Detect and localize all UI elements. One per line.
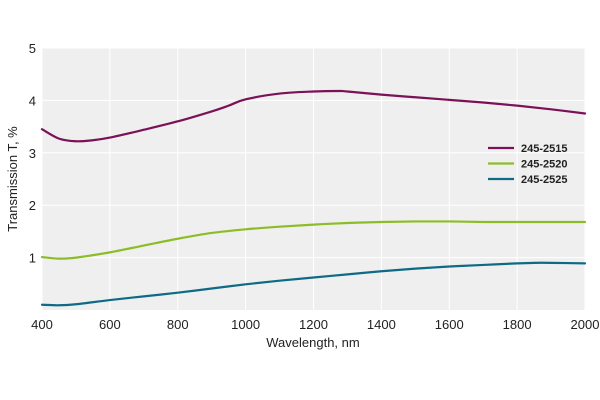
x-tick-label: 1800: [503, 317, 532, 332]
grid-lines: [41, 47, 586, 310]
x-tick-label: 400: [31, 317, 53, 332]
legend: 245-2515 245-2520 245-2525: [488, 143, 568, 186]
x-tick-label: 1400: [367, 317, 396, 332]
y-tick-label: 1: [29, 251, 36, 266]
x-tick-label: 2000: [571, 317, 600, 332]
legend-label: 245-2515: [521, 143, 568, 155]
y-tick-label: 3: [29, 146, 36, 161]
series-line-245-2525: [40, 261, 587, 307]
tick-labels: 400 600 800 1000 1200 1400 1600 1800 2000 1 2 3 4 5: [29, 41, 600, 332]
legend-label: 245-2525: [521, 174, 568, 186]
x-tick-label: 1600: [435, 317, 464, 332]
x-tick-label: 600: [99, 317, 121, 332]
legend-label: 245-2520: [521, 159, 568, 171]
series-layer: [40, 89, 587, 307]
x-axis-title: Wavelength, nm: [266, 335, 359, 350]
y-tick-label: 5: [29, 41, 36, 56]
y-tick-label: 2: [29, 198, 36, 213]
x-tick-label: 1000: [231, 317, 260, 332]
series-line-245-2515: [40, 89, 587, 143]
series-line-245-2520: [40, 220, 587, 260]
x-tick-label: 800: [167, 317, 189, 332]
y-tick-label: 4: [29, 93, 36, 108]
y-axis-title: Transmission T, %: [5, 126, 20, 232]
x-tick-label: 1200: [299, 317, 328, 332]
